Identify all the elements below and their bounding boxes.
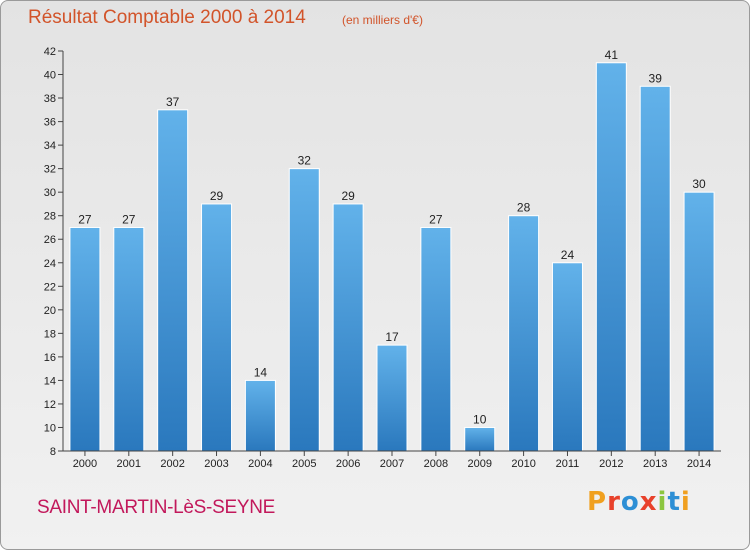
data-label-2013: 39 — [649, 71, 663, 85]
bar-2013 — [639, 85, 671, 452]
x-tick-label-2005: 2005 — [292, 458, 316, 470]
x-tick-label-2002: 2002 — [160, 458, 184, 470]
bar-2000 — [69, 226, 101, 452]
y-tick-label: 10 — [44, 422, 56, 434]
y-tick-label: 30 — [44, 187, 56, 199]
bar-2010 — [508, 215, 540, 452]
bar-2006 — [332, 203, 364, 452]
x-tick-label-2012: 2012 — [599, 458, 623, 470]
y-tick-label: 8 — [50, 446, 56, 458]
y-tick-label: 18 — [44, 328, 56, 340]
x-tick-label-2003: 2003 — [204, 458, 228, 470]
y-tick-label: 26 — [44, 234, 56, 246]
x-tick-label-2000: 2000 — [73, 458, 97, 470]
bar-2009 — [464, 426, 496, 452]
y-tick-label: 20 — [44, 305, 56, 317]
bar-2008 — [420, 226, 452, 452]
x-tick-label-2014: 2014 — [687, 458, 711, 470]
x-tick-label-2007: 2007 — [380, 458, 404, 470]
data-label-2014: 30 — [692, 177, 706, 191]
y-tick-label: 36 — [44, 117, 56, 129]
bar-2012 — [595, 62, 627, 452]
bar-2014 — [683, 191, 715, 452]
data-label-2005: 32 — [298, 154, 312, 168]
x-tick-label-2008: 2008 — [424, 458, 448, 470]
y-tick-label: 28 — [44, 211, 56, 223]
y-tick-label: 14 — [44, 375, 56, 387]
data-label-2011: 24 — [561, 248, 575, 262]
logo-letter: x — [639, 487, 658, 517]
data-label-2001: 27 — [122, 212, 136, 226]
y-tick-label: 22 — [44, 281, 56, 293]
data-label-2010: 28 — [517, 201, 531, 215]
x-tick-label-2010: 2010 — [511, 458, 535, 470]
bar-2001 — [113, 226, 145, 452]
y-tick-label: 38 — [44, 93, 56, 105]
y-tick-label: 12 — [44, 399, 56, 411]
logo-letter: i — [657, 487, 668, 517]
bar-2003 — [201, 203, 233, 452]
bar-2004 — [244, 379, 276, 452]
data-label-2002: 37 — [166, 95, 180, 109]
data-label-2006: 29 — [341, 189, 355, 203]
chart-subtitle: (en milliers d'€) — [342, 13, 423, 27]
data-label-2000: 27 — [78, 212, 92, 226]
bar-2002 — [157, 109, 189, 452]
logo-letter: i — [680, 487, 691, 517]
data-label-2008: 27 — [429, 212, 443, 226]
y-tick-label: 42 — [44, 46, 56, 58]
data-label-2012: 41 — [605, 48, 619, 62]
x-tick-label-2011: 2011 — [556, 458, 580, 470]
data-label-2004: 14 — [254, 365, 268, 379]
x-tick-label-2004: 2004 — [248, 458, 272, 470]
data-label-2003: 29 — [210, 189, 224, 203]
x-tick-label-2001: 2001 — [117, 458, 141, 470]
data-label-2007: 17 — [385, 330, 399, 344]
logo-letter: r — [607, 487, 621, 517]
chart-title: Résultat Comptable 2000 à 2014 — [28, 7, 306, 28]
bars: 27 27 37 29 14 32 29 17 27 10 28 24 41 39 30 — [69, 48, 715, 452]
x-tick-label-2009: 2009 — [467, 458, 491, 470]
y-tick-label: 32 — [44, 164, 56, 176]
x-tick-label-2013: 2013 — [643, 458, 667, 470]
y-tick-label: 40 — [44, 70, 56, 82]
bar-2011 — [551, 262, 583, 452]
y-tick-label: 24 — [44, 258, 56, 270]
x-tick-label-2006: 2006 — [336, 458, 360, 470]
data-label-2009: 10 — [473, 412, 487, 426]
y-tick-label: 34 — [44, 140, 56, 152]
y-tick-label: 16 — [44, 352, 56, 364]
logo-letter: o — [620, 487, 640, 517]
bar-2005 — [288, 168, 320, 452]
proxiti-logo[interactable]: Proxiti — [587, 487, 691, 517]
logo-letter: P — [587, 487, 608, 517]
bar-2007 — [376, 344, 408, 452]
commune-name: SAINT-MARTIN-LèS-SEYNE — [37, 497, 275, 518]
x-axis: 2000 2001 2002 2003 2004 2005 2006 2007 2008 2009… — [63, 450, 721, 470]
y-axis: 8 10 12 14 16 18 20 22 24 26 28 30 32 34 36 38 40 42 — [44, 46, 64, 458]
logo-letter: t — [667, 487, 681, 517]
